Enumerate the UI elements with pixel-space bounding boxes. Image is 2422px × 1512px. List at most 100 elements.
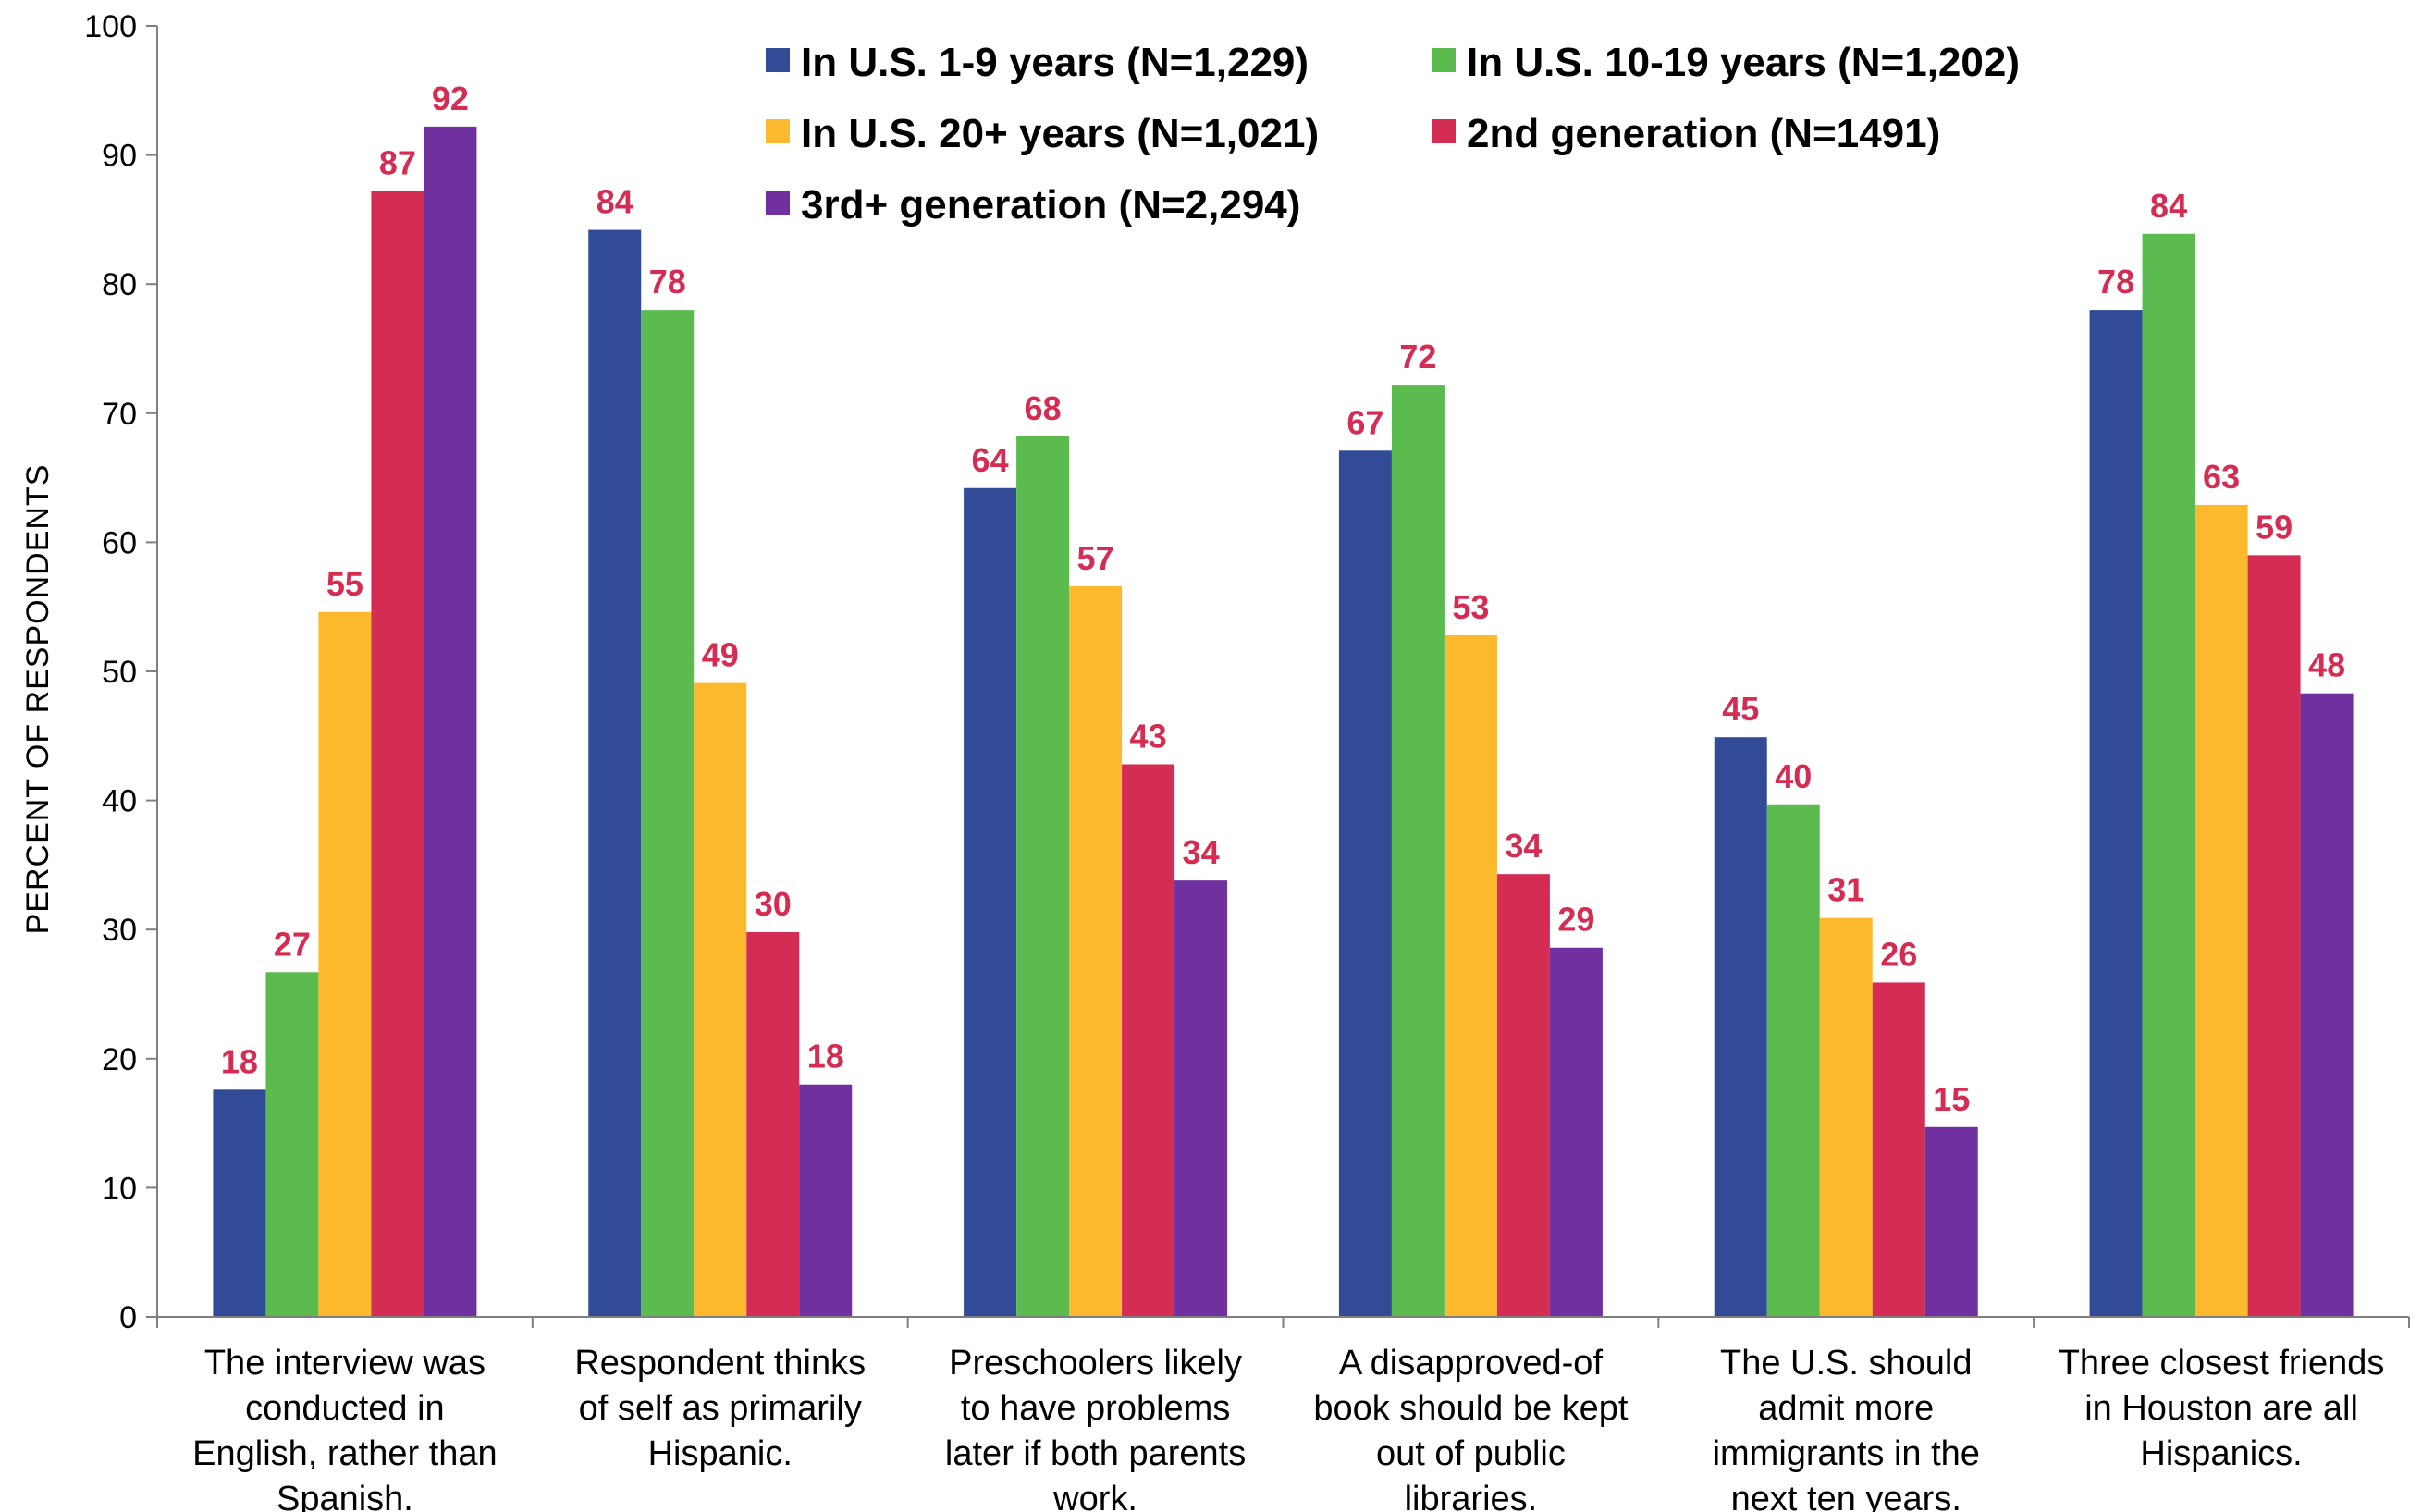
bar [799,1084,853,1317]
y-tick-label: 60 [102,525,137,560]
bar [1714,737,1767,1317]
bar-data-label: 18 [221,1042,258,1080]
bar-data-label: 78 [2097,263,2134,301]
x-category-label-line: in Houston are all [2084,1389,2358,1428]
bar [1872,982,1925,1317]
bar-data-label: 40 [1775,757,1812,795]
x-category-label-line: The interview was [204,1344,486,1383]
x-category-label-line: libraries. [1405,1480,1538,1512]
legend-label: 2nd generation (N=1491) [1467,111,1940,156]
y-axis-title: PERCENT OF RESPONDENTS [20,464,55,935]
x-category-label: Three closest friends in Houston are all H… [2059,1344,2385,1473]
bar [588,229,642,1317]
x-category-label-line: next ten years. [1731,1480,1961,1512]
bar-data-label: 49 [702,636,739,674]
x-category-label-line: immigrants in the [1713,1434,1980,1473]
x-category-label: A disapproved-of book should be kept out o… [1313,1344,1629,1512]
x-category-label-line: Respondent thinks [574,1344,866,1383]
bar-data-label: 72 [1399,338,1436,375]
bar-data-label: 84 [596,183,633,221]
bar-data-label: 63 [2203,458,2240,496]
x-category-label-line: A disapproved-of [1339,1344,1604,1383]
x-category-label-line: English, rather than [192,1434,498,1473]
x-category-label: The U.S. should admit more immigrants in t… [1713,1344,1980,1512]
bar [964,487,1017,1317]
bar-data-label: 84 [2150,187,2187,225]
bar [1174,880,1228,1317]
bar-data-label: 15 [1933,1080,1970,1118]
bar-data-label: 48 [2308,646,2345,684]
bar-data-label: 34 [1183,833,1220,871]
bar-data-label: 87 [379,144,416,182]
bar-data-label: 78 [649,263,686,301]
bar [265,972,319,1317]
bar-data-label: 55 [326,565,363,603]
bar-data-label: 34 [1505,827,1542,865]
bar-data-label: 64 [972,441,1009,479]
x-category-label: Respondent thinks of self as primarily His… [574,1344,866,1473]
bar [371,191,424,1318]
bar [1496,874,1550,1317]
legend-item: In U.S. 10-19 years (N=1,202) [1432,40,2020,85]
legend-label: In U.S. 1-9 years (N=1,229) [801,40,1309,85]
x-category-label-line: conducted in [245,1389,445,1428]
x-category-label-line: of self as primarily [579,1389,862,1428]
y-tick-label: 70 [102,397,137,432]
y-tick-label: 20 [102,1042,137,1077]
legend-item: In U.S. 1-9 years (N=1,229) [766,40,1309,85]
x-category-label: The interview was conducted in English, ra… [192,1344,498,1512]
legend-swatch [766,191,790,215]
bar [2142,233,2195,1318]
bar-data-label: 30 [755,885,792,923]
bar [1016,436,1070,1318]
y-tick-label: 30 [102,913,137,948]
bar-data-label: 68 [1025,389,1062,427]
bar [1444,634,1497,1317]
bar-data-label: 45 [1722,690,1759,728]
x-category-label-line: Preschoolers likely [949,1344,1242,1383]
bar-data-label: 43 [1130,718,1167,756]
x-category-label-line: Three closest friends [2059,1344,2385,1383]
legend-item: 2nd generation (N=1491) [1432,111,1940,156]
legend-swatch [766,48,790,72]
y-tick-label: 0 [119,1300,137,1335]
bar [424,126,477,1318]
x-category-label-line: Hispanics. [2140,1434,2302,1473]
data-labels: 18 84 64 67 45 78 27 78 68 72 40 84 55 49 57 53 31 63 87 30… [221,80,2345,1118]
y-tick-label: 10 [102,1171,137,1206]
legend-swatch [1432,48,1456,72]
bar [1924,1126,1978,1317]
y-tick-label: 80 [102,267,137,302]
bar [641,310,695,1317]
bar-data-label: 92 [432,80,469,117]
bar-data-label: 18 [807,1038,844,1076]
bar-data-label: 29 [1557,901,1594,939]
bar [2195,504,2248,1317]
bar-data-label: 59 [2256,508,2293,546]
x-category-label-line: work. [1052,1480,1137,1512]
bar-data-label: 53 [1452,588,1489,626]
x-axis: The interview was conducted in English, ra… [156,1316,2410,1512]
bar-data-label: 31 [1827,871,1864,909]
legend-label: In U.S. 10-19 years (N=1,202) [1467,40,2020,85]
x-category-label-line: Spanish. [277,1480,413,1512]
bar-data-label: 26 [1880,935,1917,973]
bar-data-label: 27 [274,925,311,963]
bar [2300,693,2354,1317]
bars [213,126,2354,1318]
bar [1391,385,1445,1317]
y-tick-label: 40 [102,784,137,819]
x-category-label-line: out of public [1376,1434,1566,1473]
bar [746,931,800,1317]
bar [1338,450,1392,1317]
legend-label: In U.S. 20+ years (N=1,021) [801,111,1319,156]
legend-swatch [766,119,790,143]
bar [1766,804,1820,1317]
legend-swatch [1432,119,1456,143]
bar [1819,917,1873,1317]
bar [1122,764,1175,1317]
x-category-label-line: book should be kept [1313,1389,1629,1428]
bar [2247,555,2301,1317]
bar [1549,947,1603,1317]
